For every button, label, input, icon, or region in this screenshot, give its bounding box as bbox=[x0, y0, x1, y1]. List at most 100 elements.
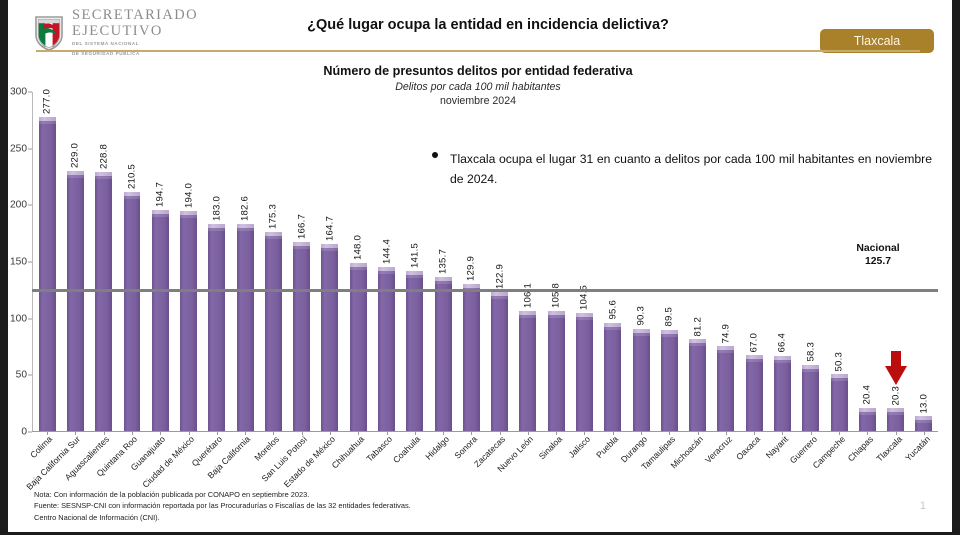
bar-aguascalientes: 228.8 bbox=[95, 144, 113, 431]
bar-value-label: 122.9 bbox=[494, 263, 506, 289]
bar-nuevo-le-n: 106.1 bbox=[519, 283, 537, 431]
bar-series: 277.0 229.0 228.8 210.5 194.7 194.0 183.0 182.6… bbox=[33, 89, 938, 435]
x-axis-label: Veracruz bbox=[702, 434, 734, 466]
bar-column: 175.3 bbox=[259, 92, 287, 435]
bar-value-label: 228.8 bbox=[98, 143, 110, 169]
footer-source-line: Fuente: SESNSP-CNI con información repor… bbox=[34, 501, 411, 511]
x-axis-label: Yucatán bbox=[902, 434, 932, 464]
bar-ciudad-de-m-xico: 194.0 bbox=[180, 183, 198, 431]
national-label-text: Nacional bbox=[856, 242, 900, 254]
bar-column: 67.0 bbox=[740, 92, 768, 435]
bar-guerrero: 58.3 bbox=[802, 342, 820, 431]
bar-jalisco: 104.5 bbox=[576, 285, 593, 431]
bar-tamaulipas: 89.5 bbox=[660, 307, 678, 431]
y-axis-label: 50 bbox=[15, 369, 27, 381]
page-title: ¿Qué lugar ocupa la entidad en incidenci… bbox=[307, 17, 669, 33]
bar-value-label: 175.3 bbox=[267, 204, 279, 230]
bar-column: 90.3 bbox=[627, 92, 655, 435]
bar-value-label: 50.3 bbox=[833, 351, 845, 371]
brand-line-2: EJECUTIVO bbox=[72, 22, 163, 39]
x-axis-label: Chiapas bbox=[845, 434, 876, 464]
brand-line-1: SECRETARIADO bbox=[72, 7, 199, 23]
bar-value-label: 166.7 bbox=[296, 214, 308, 240]
x-axis-label: Colima bbox=[28, 434, 55, 460]
x-axis-label: Nayarit bbox=[764, 434, 791, 461]
x-axis-label: Hidalgo bbox=[422, 434, 451, 462]
footer-org-line: Centro Nacional de Información (CNI). bbox=[34, 512, 160, 522]
entity-badge[interactable]: Tlaxcala bbox=[820, 29, 934, 53]
bar-value-label: 210.5 bbox=[126, 164, 138, 190]
header-divider bbox=[36, 50, 920, 52]
bar-quer-taro: 183.0 bbox=[208, 196, 226, 431]
bar-column: 210.5 bbox=[118, 92, 146, 435]
bar-durango: 90.3 bbox=[632, 306, 650, 431]
bar-column: 129.9 bbox=[457, 92, 485, 435]
bar-value-label: 141.5 bbox=[409, 242, 421, 268]
bar-coahuila: 141.5 bbox=[406, 243, 424, 431]
x-axis-label: Estado de México bbox=[281, 434, 338, 490]
y-axis-tick bbox=[28, 91, 32, 93]
bar-yucat-n: 13.0 bbox=[915, 394, 933, 431]
bar-column: 13.0 bbox=[910, 92, 938, 435]
bar-value-label: 144.4 bbox=[381, 239, 393, 265]
bar-column: 229.0 bbox=[61, 92, 89, 435]
bar-sinaloa: 105.8 bbox=[547, 283, 565, 431]
footer-note-line: Nota: Con información de la población pu… bbox=[34, 490, 310, 499]
slide-header: SECRETARIADO EJECUTIVO DEL SISTEMA NACIO… bbox=[8, 0, 952, 58]
bullet-icon bbox=[432, 152, 438, 158]
bar-value-label: 95.6 bbox=[607, 300, 619, 320]
bar-column: 183.0 bbox=[203, 92, 231, 435]
brand-wordmark: SECRETARIADO EJECUTIVO DEL SISTEMA NACIO… bbox=[72, 8, 198, 57]
bar-tabasco: 144.4 bbox=[378, 239, 395, 431]
bar-value-label: 74.9 bbox=[720, 323, 732, 344]
down-arrow-icon bbox=[884, 350, 907, 385]
bar-value-label: 13.0 bbox=[918, 393, 930, 414]
bar-tlaxcala: 20.3 bbox=[887, 386, 905, 431]
y-axis-label: 250 bbox=[10, 143, 27, 155]
bar-nayarit: 66.4 bbox=[773, 333, 791, 431]
y-axis-tick bbox=[28, 374, 32, 376]
shield-icon bbox=[34, 15, 64, 51]
bar-column: 141.5 bbox=[401, 92, 429, 435]
y-axis-label: 100 bbox=[10, 313, 27, 325]
bar-column: 144.4 bbox=[372, 92, 400, 435]
bar-column: 58.3 bbox=[797, 92, 825, 435]
bar-value-label: 20.4 bbox=[861, 385, 873, 405]
bar-value-label: 105.8 bbox=[550, 283, 562, 309]
bar-column: 148.0 bbox=[344, 92, 372, 435]
bar-column: 20.4 bbox=[853, 92, 881, 435]
bar-column: 194.0 bbox=[174, 92, 202, 435]
bar-quintana-roo: 210.5 bbox=[123, 164, 141, 431]
national-reference-line bbox=[32, 288, 938, 292]
bar-column: 50.3 bbox=[825, 92, 853, 435]
bar-puebla: 95.6 bbox=[604, 300, 622, 431]
bar-column: 95.6 bbox=[599, 92, 627, 435]
chart-title: Número de presuntos delitos por entidad … bbox=[323, 64, 633, 78]
bar-value-label: 58.3 bbox=[805, 342, 817, 362]
x-axis-label: Oaxaca bbox=[734, 434, 763, 463]
y-axis bbox=[32, 92, 33, 432]
y-axis-tick bbox=[28, 148, 32, 150]
x-axis-label: Tabasco bbox=[364, 434, 394, 464]
bar-column: 277.0 bbox=[33, 89, 61, 435]
bar-column: 122.9 bbox=[486, 92, 514, 435]
bar-column: 20.3 bbox=[881, 92, 909, 435]
bar-michoac-n: 81.2 bbox=[689, 317, 707, 431]
bar-guanajuato: 194.7 bbox=[151, 182, 169, 431]
y-axis-tick bbox=[28, 261, 32, 263]
bar-column: 74.9 bbox=[712, 92, 740, 435]
brand-subline-2: DE SEGURIDAD PÚBLICA bbox=[72, 50, 140, 56]
bar-chart-plot: 0 50 100 150 200 250 300 277.0 229.0 228.8 210.5 1… bbox=[10, 87, 938, 438]
bar-hidalgo: 135.7 bbox=[434, 249, 452, 431]
x-axis-label: Jalisco bbox=[566, 434, 593, 460]
national-label-value: 125.7 bbox=[864, 255, 891, 267]
bar-column: 104.5 bbox=[570, 92, 598, 435]
x-axis-label: Ciudad de México bbox=[140, 434, 196, 490]
sesnsp-logo: SECRETARIADO EJECUTIVO DEL SISTEMA NACIO… bbox=[34, 8, 198, 57]
bar-column: 81.2 bbox=[683, 92, 711, 435]
bar-colima: 277.0 bbox=[38, 89, 56, 431]
bar-column: 135.7 bbox=[429, 92, 457, 435]
bar-baja-california-sur: 229.0 bbox=[66, 143, 84, 431]
y-axis-label: 200 bbox=[10, 199, 27, 211]
bar-chiapas: 20.4 bbox=[858, 385, 876, 431]
